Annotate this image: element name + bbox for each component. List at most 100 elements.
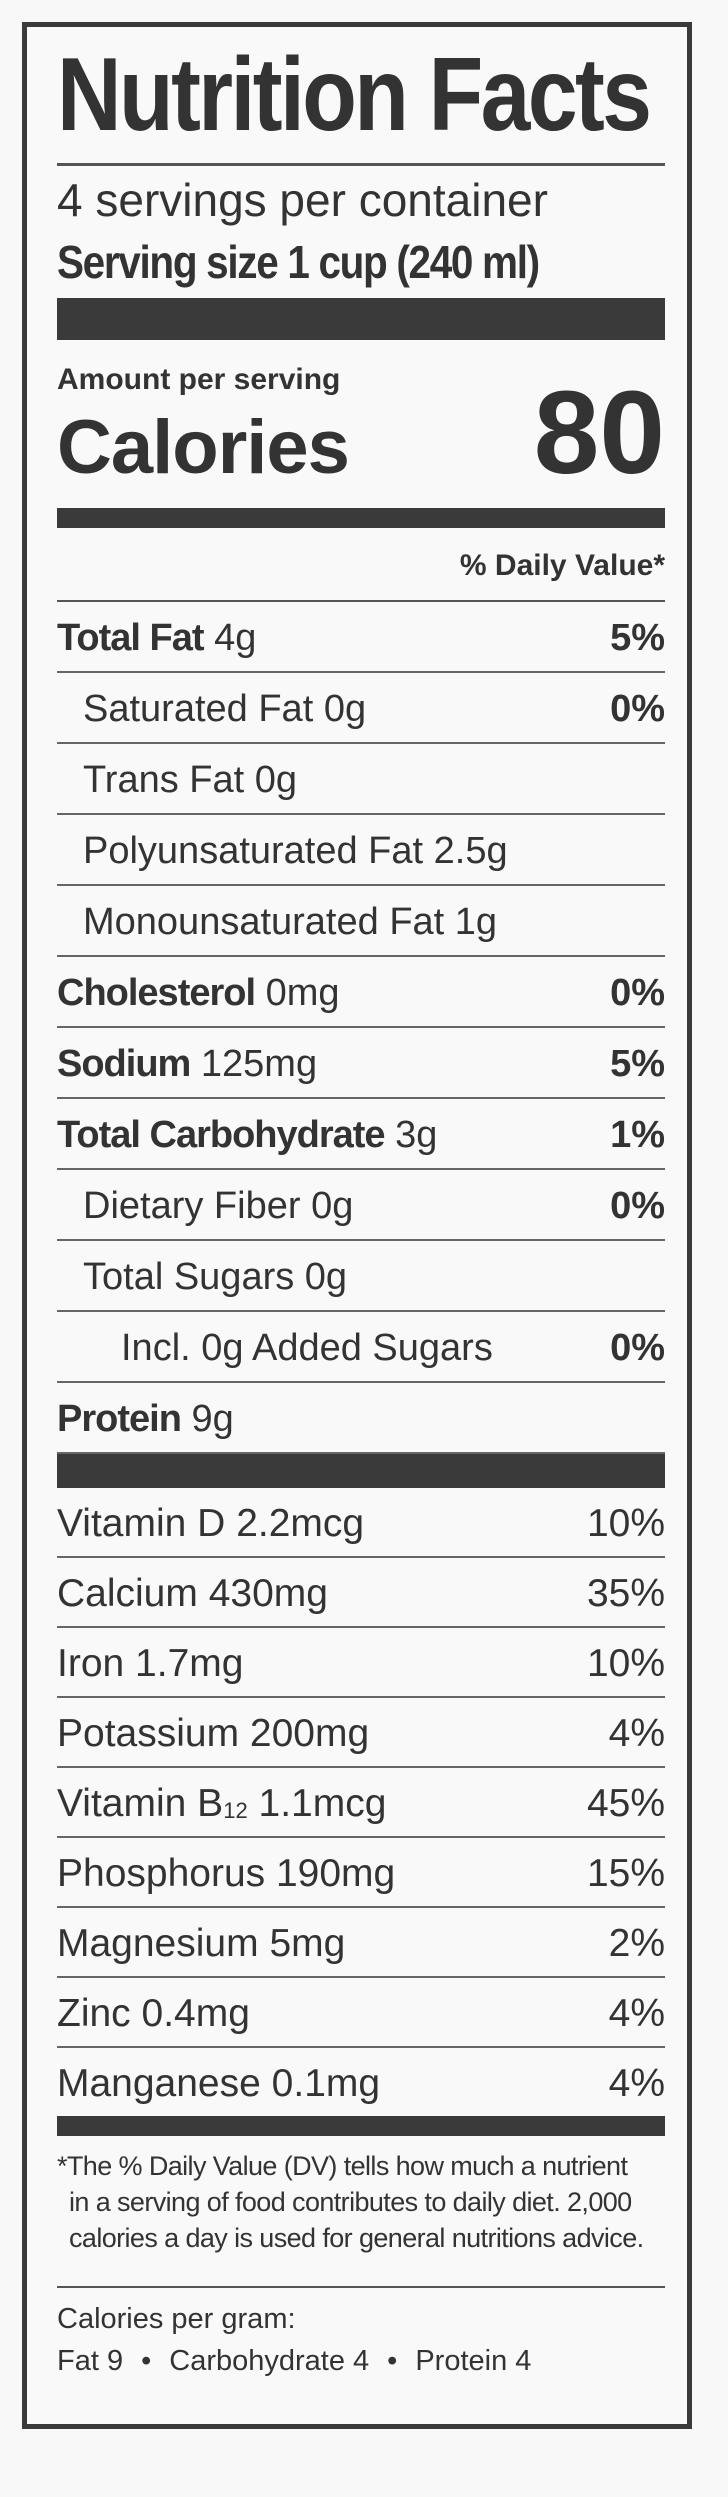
vitamin-name: Vitamin D xyxy=(57,1502,226,1545)
vitamin-name: Iron xyxy=(57,1642,125,1685)
nutrient-amount: 0g xyxy=(304,1256,348,1298)
calories-per-gram-values: Fat 9 • Carbohydrate 4 • Protein 4 xyxy=(57,2340,665,2382)
vitamin-list: Vitamin D 2.2mcg 10% Calcium 430mg 35% Iron … xyxy=(57,1488,665,2116)
thick-divider xyxy=(57,1454,665,1488)
nutrient-daily-value: 5% xyxy=(610,1043,665,1085)
nutrient-amount: 4g xyxy=(214,617,257,659)
nutrient-name: Cholesterol xyxy=(57,972,256,1014)
vitamin-name: Zinc xyxy=(57,1992,131,2035)
vitamin-amount: 200mg xyxy=(249,1712,370,1755)
nutrient-daily-value: 0% xyxy=(610,972,665,1014)
vitamin-name: Potassium xyxy=(57,1712,240,1755)
daily-value-header: % Daily Value* xyxy=(459,549,665,582)
bullet: • xyxy=(387,2345,398,2377)
nutrient-amount: 2.5g xyxy=(433,830,508,872)
nutrient-name: Polyunsaturated Fat xyxy=(83,830,424,872)
divider xyxy=(57,2286,665,2288)
nutrient-daily-value: 0% xyxy=(610,1327,665,1369)
vitamin-name: Magnesium xyxy=(57,1922,259,1965)
nutrient-list: Total Fat 4g 5% Saturated Fat 0g 0% Trans Fa… xyxy=(57,602,665,1454)
nutrient-row: Sodium 125mg 5% xyxy=(57,1028,665,1099)
calories-row: Calories 80 xyxy=(57,368,665,500)
vitamin-daily-value: 2% xyxy=(608,1922,665,1965)
nutrient-row: Cholesterol 0mg 0% xyxy=(57,957,665,1028)
footnote-line: calories a day is used for general nutri… xyxy=(69,2223,644,2253)
nutrient-daily-value: 0% xyxy=(610,1185,665,1227)
protein-calories: Protein 4 xyxy=(415,2345,532,2377)
nutrient-amount: 0mg xyxy=(265,972,340,1014)
nutrient-name: Total Fat xyxy=(57,617,205,659)
carbohydrate-calories: Carbohydrate 4 xyxy=(169,2345,370,2377)
label-title: Nutrition Facts xyxy=(57,37,652,153)
medium-divider xyxy=(57,508,665,528)
nutrient-name: Incl. 0g Added Sugars xyxy=(121,1327,493,1369)
vitamin-daily-value: 10% xyxy=(586,1502,665,1545)
nutrient-amount: 9g xyxy=(191,1398,234,1440)
vitamin-name: Manganese xyxy=(57,2062,261,2105)
nutrient-row: Total Fat 4g 5% xyxy=(57,602,665,673)
nutrition-facts-label: Nutrition Facts 4 servings per container… xyxy=(22,22,692,2429)
vitamin-daily-value: 15% xyxy=(586,1852,665,1895)
vitamin-daily-value: 10% xyxy=(586,1642,665,1685)
vitamin-daily-value: 35% xyxy=(586,1572,665,1615)
thick-divider xyxy=(57,298,665,340)
nutrient-amount: 0g xyxy=(323,688,367,730)
nutrient-name: Protein xyxy=(57,1398,182,1440)
calories-value: 80 xyxy=(533,367,665,499)
vitamin-amount: 1.7mg xyxy=(135,1642,244,1685)
vitamin-row: Manganese 0.1mg 4% xyxy=(57,2048,665,2116)
vitamin-row: Iron 1.7mg 10% xyxy=(57,1628,665,1698)
nutrient-amount: 0g xyxy=(311,1185,354,1227)
nutrient-daily-value: 0% xyxy=(610,688,665,730)
nutrient-amount: 3g xyxy=(395,1114,438,1156)
vitamin-amount: 0.4mg xyxy=(141,1992,250,2035)
nutrient-daily-value: 5% xyxy=(610,617,665,659)
vitamin-daily-value: 4% xyxy=(608,1992,665,2035)
vitamin-name: Phosphorus xyxy=(57,1852,266,1895)
nutrient-row: Trans Fat 0g xyxy=(57,744,665,815)
calories-per-gram: Calories per gram: Fat 9 • Carbohydrate 4 •… xyxy=(57,2298,665,2382)
footnote-line: in a serving of food contributes to dail… xyxy=(69,2187,632,2217)
nutrient-amount: 125mg xyxy=(200,1043,318,1085)
vitamin-row: Vitamin D 2.2mcg 10% xyxy=(57,1488,665,1558)
vitamin-amount: 0.1mg xyxy=(271,2062,381,2105)
vitamin-row: Phosphorus 190mg 15% xyxy=(57,1838,665,1908)
nutrient-name: Total Sugars xyxy=(83,1256,295,1298)
nutrient-row: Protein 9g xyxy=(57,1383,665,1454)
nutrient-name: Dietary Fiber xyxy=(83,1185,301,1227)
divider xyxy=(57,163,665,166)
vitamin-row: Zinc 0.4mg 4% xyxy=(57,1978,665,2048)
nutrient-name: Monounsaturated Fat xyxy=(83,901,445,943)
vitamin-daily-value: 4% xyxy=(608,2062,665,2105)
nutrient-name: Saturated Fat xyxy=(83,688,314,730)
vitamin-amount: 2.2mcg xyxy=(236,1502,365,1545)
nutrient-row: Saturated Fat 0g 0% xyxy=(57,673,665,744)
label-content: Nutrition Facts 4 servings per container… xyxy=(57,27,665,2382)
nutrient-row: Total Carbohydrate 3g 1% xyxy=(57,1099,665,1170)
vitamin-amount: 5mg xyxy=(269,1922,346,1965)
footnote-line: *The % Daily Value (DV) tells how much a… xyxy=(57,2151,628,2181)
vitamin-daily-value: 45% xyxy=(586,1782,665,1825)
nutrient-amount: 1g xyxy=(454,901,498,943)
nutrient-row: Polyunsaturated Fat 2.5g xyxy=(57,815,665,886)
vitamin-name: Vitamin B xyxy=(57,1782,224,1825)
nutrient-name: Trans Fat xyxy=(83,759,245,801)
serving-size: Serving size 1 cup (240 ml) xyxy=(57,236,540,288)
vitamin-amount: 190mg xyxy=(275,1852,396,1895)
medium-divider xyxy=(57,2116,665,2136)
vitamin-amount: 1.1mcg xyxy=(258,1782,387,1825)
vitamin-daily-value: 4% xyxy=(608,1712,665,1755)
nutrient-daily-value: 1% xyxy=(610,1114,665,1156)
fat-calories: Fat 9 xyxy=(57,2345,124,2377)
vitamin-row: Magnesium 5mg 2% xyxy=(57,1908,665,1978)
servings-per-container: 4 servings per container xyxy=(57,174,548,226)
vitamin-row: Calcium 430mg 35% xyxy=(57,1558,665,1628)
nutrient-name: Total Carbohydrate xyxy=(57,1114,386,1156)
calories-per-gram-label: Calories per gram: xyxy=(57,2303,296,2335)
nutrient-name: Sodium xyxy=(57,1043,191,1085)
divider xyxy=(57,600,665,602)
amount-per-serving: Amount per serving xyxy=(57,363,341,396)
nutrient-amount: 0g xyxy=(254,759,298,801)
nutrient-row: Dietary Fiber 0g 0% xyxy=(57,1170,665,1241)
footnote: *The % Daily Value (DV) tells how much a… xyxy=(57,2148,665,2286)
